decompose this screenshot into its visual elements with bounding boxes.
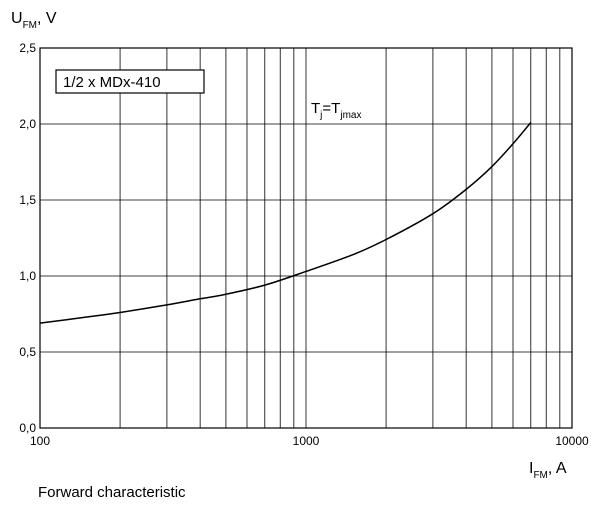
grid-lines bbox=[40, 48, 572, 428]
y-tick-label: 1,0 bbox=[19, 269, 36, 283]
x-axis-title: IFM, A bbox=[529, 460, 567, 480]
legend-box-label: 1/2 x MDx-410 bbox=[63, 74, 161, 91]
series-line bbox=[39, 121, 532, 324]
x-tick-labels: 100 1000 10000 bbox=[30, 434, 589, 448]
x-tick-label: 1000 bbox=[293, 434, 320, 448]
y-axis-title-main: U bbox=[11, 10, 23, 27]
temperature-annotation: Tj=Tjmax bbox=[311, 100, 361, 121]
x-tick-label: 10000 bbox=[555, 434, 589, 448]
forward-characteristic-chart: 0,0 0,5 1,0 1,5 2,0 2,5 100 1000 10000 1/2 x MD… bbox=[11, 10, 589, 480]
x-axis-title-suffix: , A bbox=[548, 460, 567, 477]
y-tick-label: 0,5 bbox=[19, 345, 36, 359]
y-tick-label: 2,0 bbox=[19, 117, 36, 131]
annotation-sub1: j bbox=[319, 110, 322, 121]
x-axis-title-sub: FM bbox=[533, 470, 547, 480]
y-tick-label: 0,0 bbox=[19, 421, 36, 435]
y-axis-title-suffix: , V bbox=[37, 10, 57, 27]
y-axis-title: UFM, V bbox=[11, 10, 57, 31]
y-tick-label: 2,5 bbox=[19, 41, 36, 55]
plot-frame bbox=[39, 47, 573, 429]
y-axis-title-sub: FM bbox=[23, 20, 37, 31]
x-tick-label: 100 bbox=[30, 434, 50, 448]
x-axis-title-main: I bbox=[529, 460, 533, 477]
legend-box bbox=[55, 69, 205, 94]
y-tick-labels: 0,0 0,5 1,0 1,5 2,0 2,5 bbox=[19, 41, 36, 435]
y-tick-label: 1,5 bbox=[19, 193, 36, 207]
annotation-sub2: jmax bbox=[339, 110, 361, 121]
annotation-main1: T bbox=[311, 100, 320, 117]
chart-caption: Forward characteristic bbox=[38, 484, 186, 501]
annotation-mid: =T bbox=[322, 100, 340, 117]
